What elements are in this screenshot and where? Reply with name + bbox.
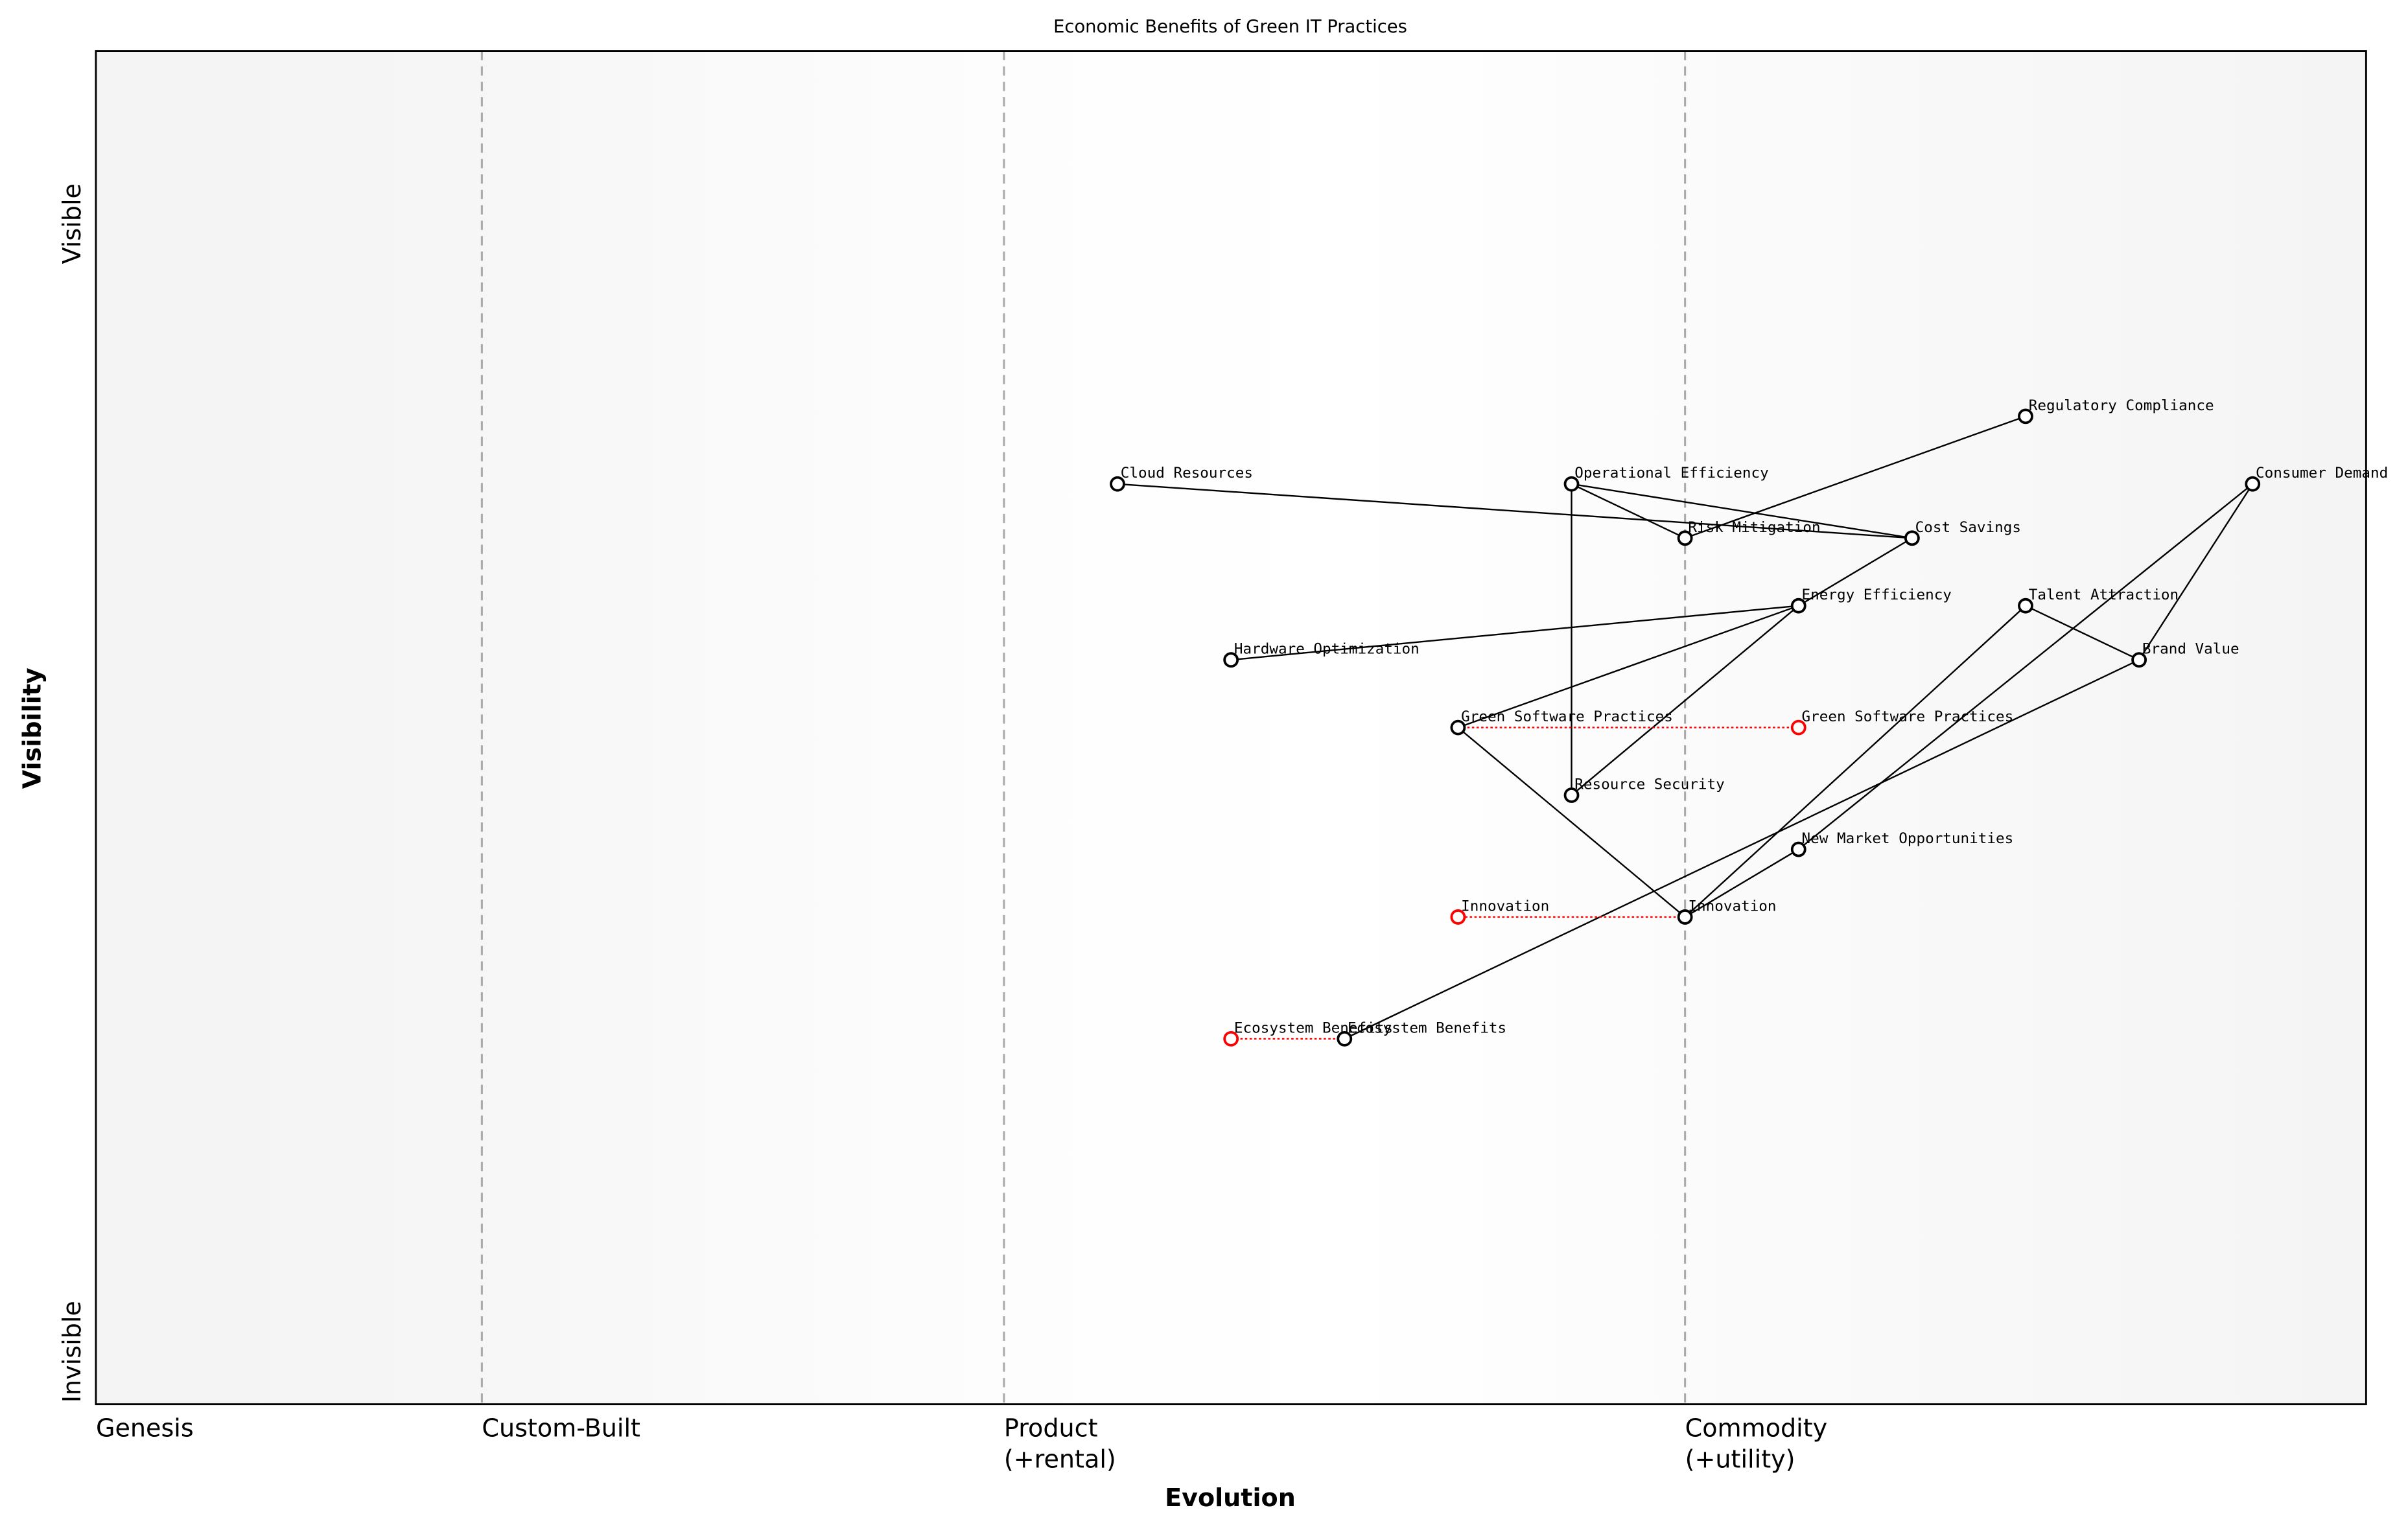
- evolved-label: Innovation: [1461, 898, 1549, 914]
- link-line: [1457, 727, 1686, 918]
- link-line: [2138, 483, 2254, 660]
- component-label: Ecosystem Benefits: [1348, 1019, 1506, 1036]
- component-label: Resource Security: [1574, 776, 1724, 793]
- component-node: [1223, 652, 1239, 668]
- component-node: [1904, 530, 1920, 546]
- component-label: New Market Opportunities: [1802, 830, 2014, 847]
- evolved-label: Ecosystem Benefits: [1234, 1019, 1393, 1036]
- plot-area: [95, 51, 2367, 1404]
- component-node: [1563, 476, 1580, 492]
- component-node: [1677, 909, 1693, 925]
- link-line: [1684, 605, 2026, 918]
- component-label: Operational Efficiency: [1574, 465, 1768, 482]
- link-line: [1571, 605, 1799, 796]
- component-node: [2018, 408, 2033, 424]
- chart-title: Economic Benefits of Green IT Practices: [1053, 17, 1407, 37]
- link-line: [1117, 483, 1912, 539]
- stage-label: Commodity (+utility): [1685, 1414, 1828, 1474]
- plot-frame: [95, 50, 2367, 1406]
- y-tick-invisible: Invisible: [58, 1301, 86, 1402]
- stage-label: Genesis: [96, 1414, 194, 1443]
- link-line: [1798, 537, 1913, 607]
- component-label: Hardware Optimization: [1234, 641, 1420, 658]
- stage-label: Custom-Built: [482, 1414, 640, 1443]
- y-axis-label: Visibility: [18, 668, 46, 789]
- component-label: Regulatory Compliance: [2029, 397, 2214, 414]
- evolved-node: [1790, 719, 1806, 736]
- y-tick-visible: Visible: [58, 183, 86, 264]
- stage-label: Product (+rental): [1004, 1414, 1116, 1474]
- link-line: [1685, 848, 1799, 918]
- component-node: [1450, 719, 1466, 736]
- link-line: [2025, 605, 2140, 661]
- component-node: [1563, 787, 1580, 803]
- component-node: [1790, 841, 1806, 857]
- x-axis-label: Evolution: [1165, 1483, 1296, 1512]
- component-node: [2131, 652, 2147, 668]
- link-line: [1458, 605, 1799, 728]
- component-label: Consumer Demand: [2256, 465, 2388, 482]
- evolved-label: Green Software Practices: [1802, 708, 2014, 725]
- component-node: [1110, 476, 1125, 492]
- component-label: Cloud Resources: [1121, 465, 1253, 482]
- link-line: [1231, 605, 1799, 661]
- component-label: Cost Savings: [1915, 519, 2021, 536]
- component-label: Innovation: [1688, 898, 1776, 914]
- component-node: [1677, 530, 1693, 546]
- evolved-node: [1450, 909, 1466, 925]
- link-line: [1571, 483, 1686, 539]
- component-node: [1790, 598, 1806, 614]
- link-line: [1571, 483, 1913, 539]
- component-label: Energy Efficiency: [1802, 587, 1952, 603]
- component-label: Talent Attraction: [2029, 587, 2179, 603]
- link-line: [1798, 483, 2253, 850]
- component-node: [2245, 476, 2261, 492]
- link-line: [1685, 415, 2026, 539]
- evolved-node: [1223, 1030, 1239, 1047]
- component-node: [1337, 1030, 1353, 1047]
- link-line: [1344, 659, 2140, 1040]
- component-node: [2018, 598, 2033, 614]
- component-label: Brand Value: [2142, 641, 2239, 658]
- component-label: Green Software Practices: [1461, 708, 1673, 725]
- component-label: Risk Mitigation: [1688, 519, 1820, 536]
